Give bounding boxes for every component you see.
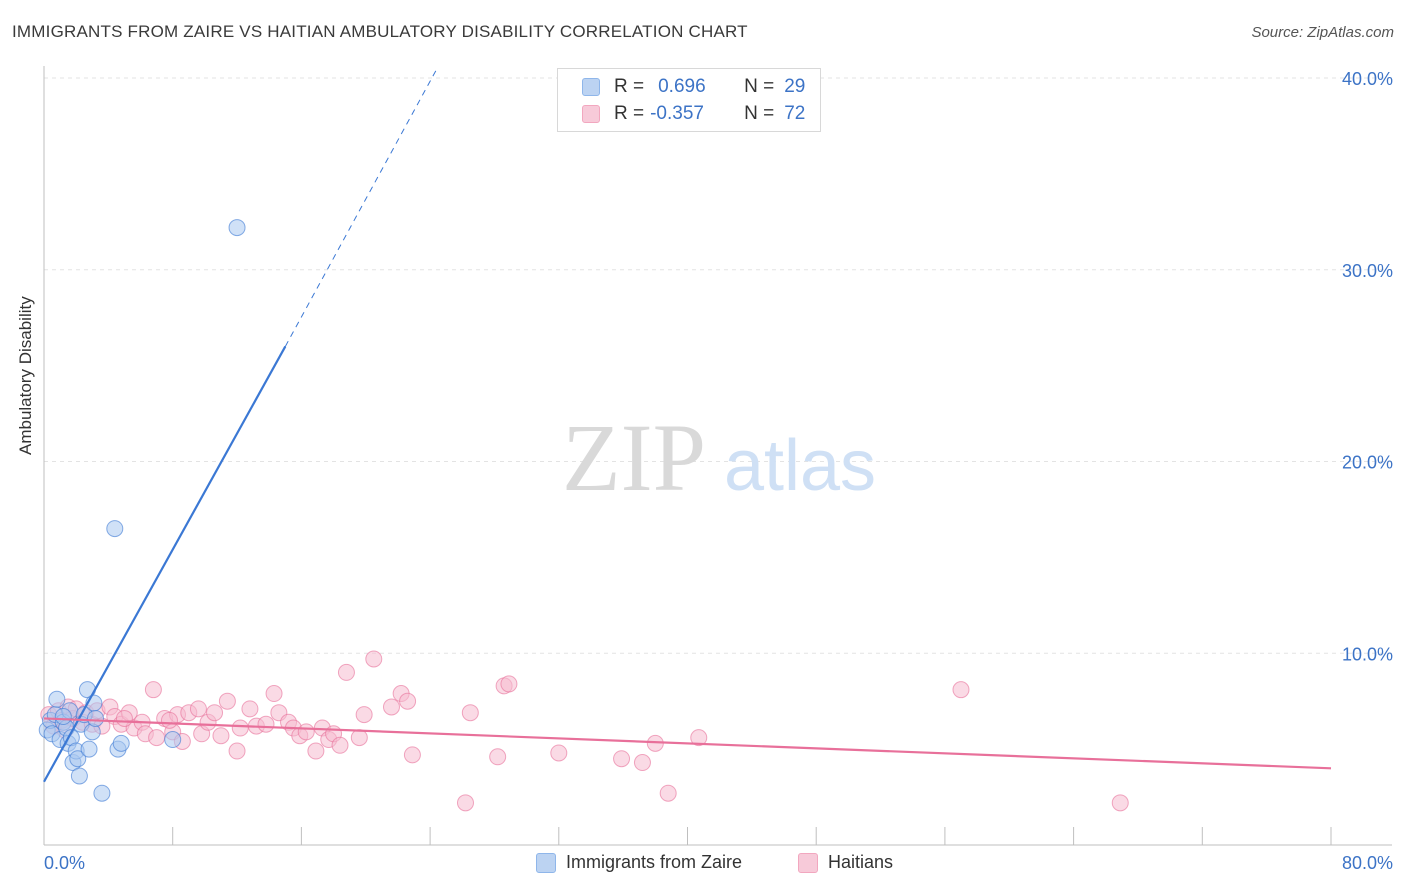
chart-title: IMMIGRANTS FROM ZAIRE VS HAITIAN AMBULAT… — [12, 22, 748, 41]
legend-row-haitians: R = -0.357 N = 72 — [582, 102, 805, 126]
y-tick-label: 10.0% — [1342, 644, 1393, 664]
legend-n-value: 72 — [784, 103, 806, 124]
legend-r-value: 0.696 — [658, 76, 706, 97]
haitians-point — [550, 744, 568, 762]
haitians-point — [613, 750, 631, 768]
haitians-point — [461, 704, 479, 722]
haitians-point — [160, 711, 178, 729]
haitians-point — [218, 692, 236, 710]
series-legend-zaire[interactable]: Immigrants from Zaire — [536, 852, 742, 873]
watermark-atlas: atlas — [724, 426, 876, 506]
series-legend: Immigrants from Zaire Haitians — [0, 852, 1406, 878]
zaire-point — [86, 709, 104, 727]
zaire-point — [70, 767, 88, 785]
legend-r-label: R = — [614, 76, 645, 97]
haitians-point — [382, 698, 400, 716]
tick-labels: 10.0% 20.0% 30.0% 40.0% 0.0% 80.0% — [44, 69, 1393, 873]
zaire-point — [228, 219, 246, 237]
haitians-point — [257, 715, 275, 733]
haitians-point — [231, 719, 249, 737]
series-swatch-zaire — [536, 852, 556, 873]
watermark-zip: ZIP — [562, 404, 706, 511]
haitians-point — [1111, 794, 1129, 812]
haitians-point — [659, 784, 677, 802]
haitians-point — [365, 650, 383, 668]
haitians-point — [144, 681, 162, 699]
haitians-point — [228, 742, 246, 760]
legend-r-value: -0.357 — [650, 103, 704, 124]
haitians-point — [337, 663, 355, 681]
legend-swatch-zaire — [582, 78, 600, 96]
haitians-point — [115, 709, 133, 727]
series-legend-label: Immigrants from Zaire — [566, 852, 743, 872]
trend-lines — [43, 66, 1332, 783]
zaire-point — [93, 784, 111, 802]
y-tick-label: 30.0% — [1342, 261, 1393, 281]
haitians-point — [952, 681, 970, 699]
haitians-point — [456, 794, 474, 812]
haitians-point — [403, 746, 421, 764]
haitians-point — [206, 704, 224, 722]
haitians-point — [500, 675, 518, 693]
data-points — [38, 219, 1129, 812]
y-tick-label: 40.0% — [1342, 69, 1393, 89]
haitians-point — [355, 706, 373, 724]
x-tick-label: 0.0% — [44, 853, 85, 873]
legend-n-value: 29 — [784, 76, 806, 97]
haitians-point — [690, 729, 708, 747]
haitians-point — [212, 727, 230, 745]
legend-swatch-haitians — [582, 105, 600, 123]
gridlines — [44, 77, 1392, 654]
legend-n-label: N = — [744, 76, 775, 97]
zaire-point — [112, 734, 130, 752]
series-swatch-haitians — [798, 852, 818, 873]
haitians-trend-line — [43, 717, 1332, 770]
zaire-point — [106, 520, 124, 538]
zaire-point — [54, 708, 72, 726]
haitians-point — [265, 685, 283, 703]
haitians-point — [241, 700, 259, 718]
haitians-point — [307, 742, 325, 760]
haitians-point — [350, 729, 368, 747]
zaire-point — [69, 750, 87, 768]
haitians-point — [148, 729, 166, 747]
x-tick-label: 80.0% — [1342, 853, 1393, 873]
zaire-point — [48, 690, 66, 708]
zaire-trend-line — [43, 345, 287, 783]
haitians-point — [189, 700, 207, 718]
haitians-point — [297, 723, 315, 741]
legend-n-label: N = — [744, 103, 775, 124]
y-tick-label: 20.0% — [1342, 453, 1393, 473]
haitians-point — [331, 736, 349, 754]
y-axis-label: Ambulatory Disability — [16, 296, 35, 455]
zaire-point — [164, 731, 182, 749]
legend-row-zaire: R = 0.696 N = 29 — [582, 75, 805, 99]
haitians-point — [399, 692, 417, 710]
legend-r-label: R = — [614, 103, 645, 124]
haitians-point — [489, 748, 507, 766]
source-credit: Source: ZipAtlas.com — [1251, 24, 1394, 41]
correlation-legend: R = 0.696 N = 29 R = -0.357 N = 72 — [557, 68, 821, 132]
series-legend-label: Haitians — [828, 852, 894, 872]
zaire-point — [80, 740, 98, 758]
series-legend-haitians[interactable]: Haitians — [798, 852, 893, 873]
zaire-trend-extension — [284, 66, 439, 347]
haitians-point — [633, 754, 651, 772]
watermark: ZIP atlas — [562, 404, 876, 511]
